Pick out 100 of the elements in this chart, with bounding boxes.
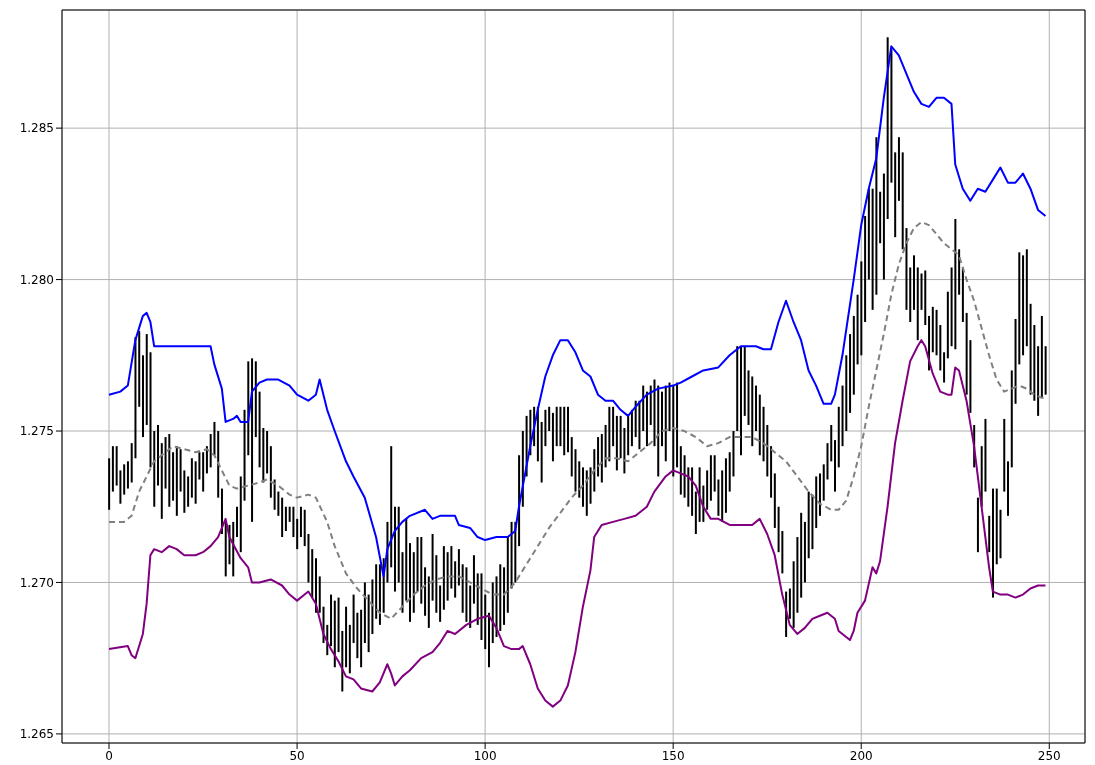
bar [168,434,171,507]
bar [736,346,739,432]
bar [1025,249,1028,347]
line-series [108,221,1047,620]
bar [378,564,381,625]
x-tick-label: 100 [473,748,497,763]
bar [175,446,178,516]
bar [254,361,257,438]
bar [879,191,882,244]
bar [946,291,949,359]
bar [894,152,897,238]
bar [224,521,227,577]
bar [706,470,709,510]
bar [638,400,641,450]
bar [424,567,427,616]
bar [698,467,701,522]
bar [111,446,114,492]
bar [912,255,915,310]
y-tick-label: 1.270 [19,575,54,590]
bar [318,576,321,613]
bar [469,585,472,628]
bar [251,358,254,522]
bar [1044,346,1047,395]
bar [239,476,242,553]
bar [454,561,457,598]
bar [954,219,957,350]
bar [770,446,773,498]
bar [472,555,475,604]
bar [600,434,603,483]
bar [657,385,660,477]
bar [269,446,272,498]
bar [961,267,964,322]
bar [217,431,220,498]
bar [882,173,885,280]
bar [661,391,663,447]
bar [867,188,870,280]
bar [653,379,656,447]
bar [818,473,821,516]
bar [172,452,175,501]
bar [484,594,487,650]
bar [976,497,979,553]
bar [311,549,314,598]
bar [108,458,111,510]
bar [739,346,742,456]
bar [886,37,889,219]
bar [236,506,239,538]
bar [503,567,506,625]
bar [1003,418,1006,492]
bar [849,334,852,413]
bar [597,437,600,477]
bar [694,491,697,534]
bar [585,470,588,516]
bar [548,406,551,432]
bar [292,506,295,538]
line-series [108,45,1047,578]
bar [755,385,758,432]
bar [266,431,269,474]
bar [645,391,648,447]
bar [691,467,694,516]
bar [566,406,569,453]
bar [916,267,919,341]
bar [664,385,667,462]
bar [1007,461,1010,516]
bar [773,473,776,528]
bar [958,249,961,295]
bar [363,582,366,644]
bar [743,346,746,416]
bar [943,352,946,383]
line-series [108,339,1047,708]
bar [141,355,144,438]
bar [834,440,837,492]
bar [284,506,287,531]
bar [570,437,573,477]
bar [491,582,494,644]
bar [427,576,430,628]
bar [909,267,912,322]
bar [281,497,284,538]
bar [420,537,423,604]
bar [345,606,348,668]
y-tick-label: 1.275 [19,424,54,439]
x-tick-label: 150 [661,748,685,763]
bar [439,585,442,622]
bar [442,546,445,610]
bar [390,446,393,568]
bar [627,415,630,456]
bar [788,588,791,619]
bar [988,515,991,553]
bar [864,215,867,322]
bar [160,443,163,519]
bar [559,406,562,447]
bar [360,609,363,668]
bar [405,518,408,601]
bar [995,488,998,565]
bar [672,385,675,477]
bar [1040,315,1043,398]
bar [506,537,509,613]
bar [721,470,724,522]
bar [126,461,129,489]
bar [1022,255,1025,356]
bar [157,424,160,486]
